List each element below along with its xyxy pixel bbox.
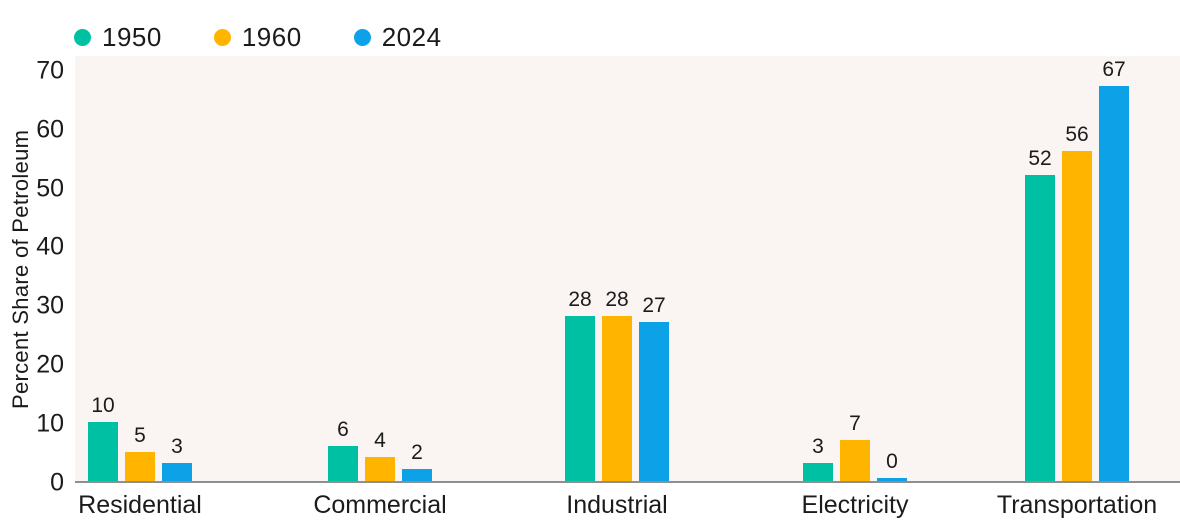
- y-tick-label: 0: [50, 468, 64, 497]
- bar-value-label: 3: [171, 435, 183, 459]
- bar-value-label: 4: [374, 429, 386, 453]
- bar-column: 0: [877, 451, 907, 481]
- bar-2024-residential: [162, 463, 192, 481]
- x-axis-label-industrial: Industrial: [566, 491, 668, 519]
- bar-2024-electricity: [877, 478, 907, 481]
- legend-item-2024: 2024: [353, 22, 442, 52]
- bar-group-residential: 10 5 3: [88, 395, 192, 481]
- bar-1960-transportation: [1062, 151, 1092, 481]
- bar-group-industrial: 28 28 27: [565, 289, 669, 481]
- bar-column: 7: [840, 413, 870, 481]
- bar-column: 27: [639, 295, 669, 481]
- bar-1960-residential: [125, 451, 155, 481]
- x-axis-label-commercial: Commercial: [313, 491, 447, 519]
- bar-1960-electricity: [840, 439, 870, 481]
- legend-swatch-icon: [213, 28, 231, 46]
- bar-column: 5: [125, 425, 155, 481]
- bar-column: 56: [1062, 124, 1092, 481]
- bar-1950-industrial: [565, 316, 595, 481]
- legend-item-1960: 1960: [213, 22, 302, 52]
- x-axis-label-transportation: Transportation: [996, 491, 1158, 519]
- bar-2024-commercial: [402, 469, 432, 481]
- bar-value-label: 28: [605, 288, 629, 312]
- plot-area: 10 5 3 6 4 2 28 28 27 3 7 0 52 56 67: [75, 56, 1180, 483]
- bar-value-label: 0: [886, 450, 898, 473]
- bar-value-label: 67: [1102, 58, 1126, 82]
- legend-label: 2024: [381, 22, 442, 52]
- bar-value-label: 10: [91, 394, 115, 418]
- bar-2024-transportation: [1099, 86, 1129, 481]
- y-tick-label: 10: [36, 409, 64, 438]
- bar-column: 4: [365, 430, 395, 481]
- bar-value-label: 56: [1065, 123, 1089, 147]
- bar-value-label: 6: [337, 417, 349, 441]
- bar-column: 6: [328, 419, 358, 481]
- legend-swatch-icon: [74, 28, 91, 46]
- y-tick-label: 50: [36, 174, 64, 203]
- chart-legend: 1950 1960 2024: [74, 24, 442, 50]
- bar-column: 52: [1025, 148, 1055, 481]
- bar-column: 2: [402, 442, 432, 481]
- bar-column: 10: [88, 395, 118, 481]
- bar-1950-electricity: [803, 463, 833, 481]
- bar-column: 3: [162, 436, 192, 481]
- x-axis-label-electricity: Electricity: [801, 491, 909, 519]
- bar-value-label: 2: [411, 441, 423, 465]
- bar-value-label: 27: [642, 293, 666, 317]
- bar-value-label: 5: [134, 423, 146, 447]
- bar-1960-industrial: [602, 316, 632, 481]
- bar-group-transportation: 52 56 67: [1025, 59, 1129, 481]
- bar-value-label: 3: [812, 435, 824, 459]
- bar-value-label: 28: [568, 288, 592, 312]
- bar-1950-commercial: [328, 445, 358, 481]
- bar-1950-transportation: [1025, 174, 1055, 481]
- legend-label: 1950: [102, 22, 162, 52]
- bar-column: 67: [1099, 59, 1129, 481]
- legend-item-1950: 1950: [74, 24, 162, 50]
- bar-2024-industrial: [639, 321, 669, 481]
- y-tick-label: 30: [36, 291, 64, 320]
- bar-column: 28: [565, 289, 595, 481]
- bar-1950-residential: [88, 422, 118, 481]
- bar-column: 28: [602, 289, 632, 481]
- y-tick-label: 40: [36, 232, 64, 261]
- bar-column: 3: [803, 436, 833, 481]
- legend-swatch-icon: [353, 28, 371, 46]
- bar-group-electricity: 3 7 0: [803, 413, 907, 481]
- x-axis-label-residential: Residential: [78, 491, 202, 519]
- legend-label: 1960: [241, 22, 302, 52]
- bar-group-commercial: 6 4 2: [328, 419, 432, 481]
- y-tick-label: 70: [36, 56, 64, 85]
- bar-value-label: 52: [1028, 146, 1052, 170]
- bar-value-label: 7: [849, 411, 861, 435]
- bar-1960-commercial: [365, 457, 395, 481]
- y-tick-label: 20: [36, 350, 64, 379]
- y-tick-label: 60: [36, 115, 64, 144]
